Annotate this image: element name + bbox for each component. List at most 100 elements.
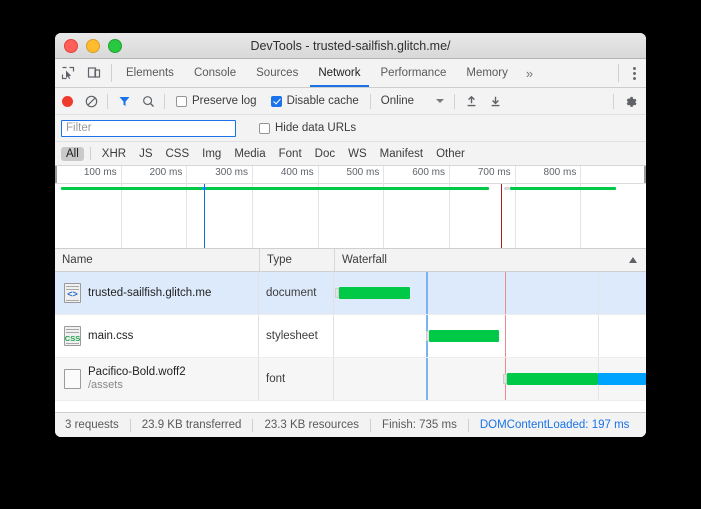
overview-tick-labels: 100 ms 200 ms 300 ms 400 ms 500 ms 600 ms 700 … [55,166,646,183]
tab-sources[interactable]: Sources [256,67,299,79]
inspect-element-icon[interactable] [55,59,81,87]
column-header-type[interactable]: Type [259,249,334,271]
toolbar-divider-1 [107,93,108,109]
type-filter-all[interactable]: All [61,146,84,161]
hide-data-urls-checkbox[interactable]: Hide data URLs [252,122,363,134]
clear-icon[interactable] [79,88,103,114]
tab-memory[interactable]: Memory [466,67,508,79]
overview-dcl-line [203,184,206,248]
row-waterfall-cell [334,358,646,400]
type-filter-media[interactable]: Media [234,147,266,160]
document-file-icon-tag: <> [67,289,78,299]
overview-gridline [514,166,516,248]
waterfall-bar-download [597,373,646,385]
more-options-icon[interactable] [623,59,646,87]
disable-cache-box[interactable] [270,95,282,107]
request-table-body: <> trusted-sailfish.glitch.me document C… [55,272,646,412]
overview-tick-label: 200 ms [149,167,183,178]
overview-gridline [317,166,319,248]
waterfall-bar [429,330,500,342]
import-har-icon[interactable] [459,88,483,114]
hide-data-urls-box[interactable] [259,122,270,134]
overview-tick-label: 800 ms [543,167,577,178]
row-name-main: trusted-sailfish.glitch.me [88,286,212,299]
maximize-button[interactable] [108,38,122,53]
device-toolbar-icon[interactable] [81,59,107,87]
type-filter-xhr[interactable]: XHR [101,147,127,160]
type-filter-doc[interactable]: Doc [314,147,336,160]
waterfall-bar [338,287,411,299]
row-name-text: main.css [88,329,133,343]
waterfall-load-line [504,272,507,314]
waterfall-load-line [504,315,507,357]
overview-request-bar [504,187,511,190]
overview-right-handle[interactable] [644,166,646,183]
toolbar-divider-2 [164,93,165,109]
tab-network[interactable]: Network [308,59,370,87]
filter-icon[interactable] [112,88,136,114]
gear-icon[interactable] [618,88,642,114]
overview-request-bar [510,187,617,190]
type-filter-manifest[interactable]: Manifest [379,147,424,160]
tabbar-spacer [541,59,614,87]
table-row[interactable]: Pacifico-Bold.woff2 /assets font [55,358,646,401]
overview-divider [55,183,646,184]
disable-cache-checkbox[interactable]: Disable cache [264,95,366,107]
overview-tick-label: 600 ms [412,167,445,178]
row-name-text: Pacifico-Bold.woff2 /assets [88,365,186,393]
filter-input[interactable]: Filter [61,119,236,137]
disable-cache-label: Disable cache [286,95,359,107]
overview-gridline [120,166,122,248]
overview-request-bar [205,187,490,190]
overview-left-handle[interactable] [55,166,57,183]
waterfall-dcl-line [426,272,428,314]
waterfall-bar [507,373,598,385]
search-icon[interactable] [136,88,160,114]
toolbar-divider-4 [454,93,456,109]
generic-file-icon [64,369,81,389]
document-file-icon: <> [64,283,81,303]
table-row[interactable]: CSS main.css stylesheet [55,315,646,358]
record-button[interactable] [55,88,79,114]
type-filter-js[interactable]: JS [139,147,153,160]
row-name-cell: CSS main.css [55,315,259,357]
window-controls [55,38,122,53]
overview-request-bar [60,187,239,190]
status-bar: 3 requests 23.9 KB transferred 23.3 KB r… [55,412,646,437]
type-filter-img[interactable]: Img [202,147,222,160]
export-har-icon[interactable] [483,88,507,114]
status-divider [370,418,372,432]
close-button[interactable] [64,38,78,53]
throttling-dropdown[interactable]: Online [375,95,450,107]
waterfall-gridline [597,272,599,314]
table-row[interactable]: <> trusted-sailfish.glitch.me document [55,272,646,315]
column-header-waterfall-label: Waterfall [342,254,387,266]
row-waterfall-cell [334,272,646,314]
type-filter-font[interactable]: Font [278,147,302,160]
tab-elements[interactable]: Elements [126,67,174,79]
waterfall-dcl-line [426,358,428,400]
type-filter-ws[interactable]: WS [348,147,367,160]
tab-overflow-icon[interactable]: » [525,65,534,81]
preserve-log-box[interactable] [176,95,187,107]
overview-tick-label: 100 ms [83,167,117,178]
tabbar-divider-right [618,64,619,82]
row-name-cell: Pacifico-Bold.woff2 /assets [55,358,259,400]
tabbar-divider [111,64,112,82]
status-finish: Finish: 735 ms [382,419,457,431]
minimize-button[interactable] [86,38,100,53]
preserve-log-label: Preserve log [192,95,257,107]
tab-console[interactable]: Console [193,67,237,79]
waterfall-stall-segment [503,374,508,384]
row-name-main: main.css [88,329,134,342]
column-header-name[interactable]: Name [62,254,93,266]
tab-performance[interactable]: Performance [380,67,447,79]
row-name-main: Pacifico-Bold.woff2 [88,365,186,378]
network-overview[interactable]: 100 ms 200 ms 300 ms 400 ms 500 ms 600 ms 700 … [55,166,646,249]
preserve-log-checkbox[interactable]: Preserve log [169,95,264,107]
overview-tick-label: 300 ms [215,167,248,178]
type-filter-css[interactable]: CSS [165,147,190,160]
column-header-waterfall[interactable]: Waterfall [334,249,646,271]
type-filter-other[interactable]: Other [436,147,465,160]
row-name-cell: <> trusted-sailfish.glitch.me [55,272,259,314]
